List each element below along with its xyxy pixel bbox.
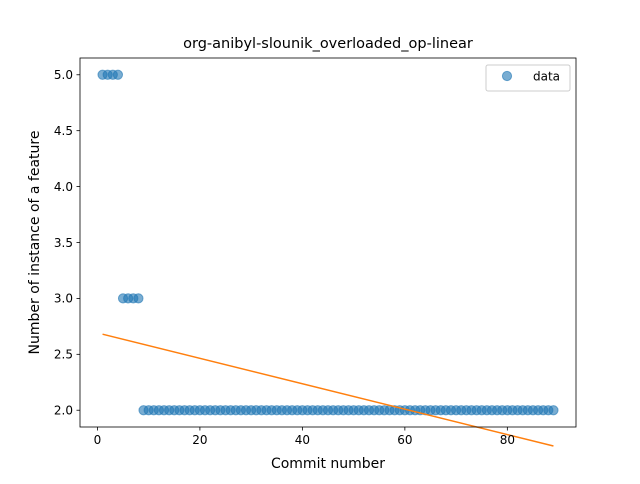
y-axis-title: Number of instance of a feature: [27, 131, 43, 355]
chart-title: org-anibyl-slounik_overloaded_op-linear: [183, 36, 473, 52]
y-tick-label: 3.5: [54, 236, 73, 250]
y-tick-label: 2.0: [54, 404, 73, 418]
y-axis-ticks: 2.0 2.5 3.0 3.5 4.0 4.5 5.0: [54, 68, 80, 418]
y-tick-label: 5.0: [54, 68, 73, 82]
x-axis-ticks: 0 20 40 60 80: [94, 427, 515, 447]
x-tick-label: 80: [500, 433, 515, 447]
y-tick-label: 2.5: [54, 348, 73, 362]
plot-content: [97, 69, 559, 447]
data-point: [112, 69, 124, 80]
y-tick-label: 4.5: [54, 124, 73, 138]
legend: data: [485, 64, 571, 92]
legend-label-data: data: [533, 70, 560, 84]
data-point: [133, 293, 144, 304]
data-point: [548, 405, 559, 416]
x-tick-label: 20: [192, 433, 207, 447]
x-tick-label: 60: [397, 433, 412, 447]
legend-marker-data: [501, 70, 513, 82]
y-tick-label: 3.0: [54, 292, 73, 306]
x-axis-title: Commit number: [271, 456, 385, 472]
y-tick-label: 4.0: [54, 180, 73, 194]
x-tick-label: 40: [295, 433, 310, 447]
x-tick-label: 0: [94, 433, 102, 447]
